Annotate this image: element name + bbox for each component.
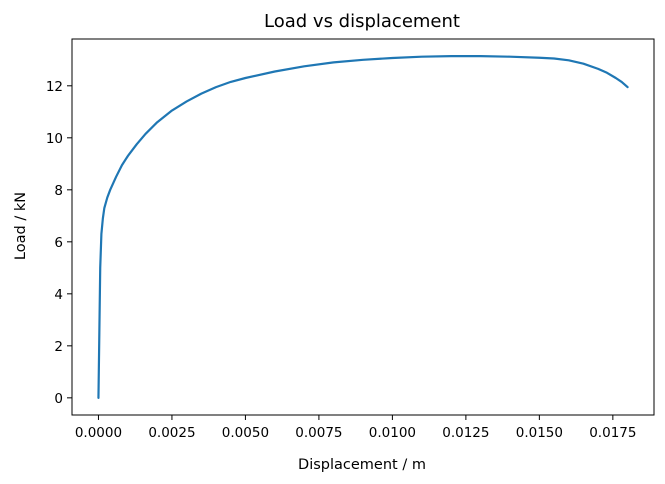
y-tick-label: 2: [54, 339, 63, 355]
x-tick-label: 0.0050: [222, 425, 269, 441]
y-tick-label: 0: [54, 391, 63, 407]
x-tick-label: 0.0000: [75, 425, 122, 441]
y-axis-ticks: 0 2 4 6 8 10 12: [46, 79, 72, 407]
x-tick-label: 0.0125: [442, 425, 489, 441]
x-tick-label: 0.0100: [369, 425, 416, 441]
x-tick-label: 0.0150: [516, 425, 563, 441]
y-tick-label: 4: [54, 287, 63, 303]
axes-frame: [71, 38, 655, 416]
y-tick-label: 6: [54, 235, 63, 251]
x-axis-ticks: 0.0000 0.0025 0.0050 0.0075 0.0100 0.0125 0.01…: [75, 415, 636, 441]
y-tick-label: 12: [46, 79, 63, 95]
x-tick-label: 0.0075: [295, 425, 342, 441]
x-axis-label: Displacement / m: [298, 457, 426, 473]
plot-area: [71, 38, 655, 416]
chart-title: Load vs displacement: [264, 11, 460, 32]
x-tick-label: 0.0025: [148, 425, 195, 441]
series-line-0: [97, 55, 629, 399]
y-tick-label: 8: [54, 183, 63, 199]
x-tick-label: 0.0175: [589, 425, 636, 441]
y-tick-label: 10: [46, 131, 63, 147]
y-axis-label: Load / kN: [13, 192, 29, 260]
